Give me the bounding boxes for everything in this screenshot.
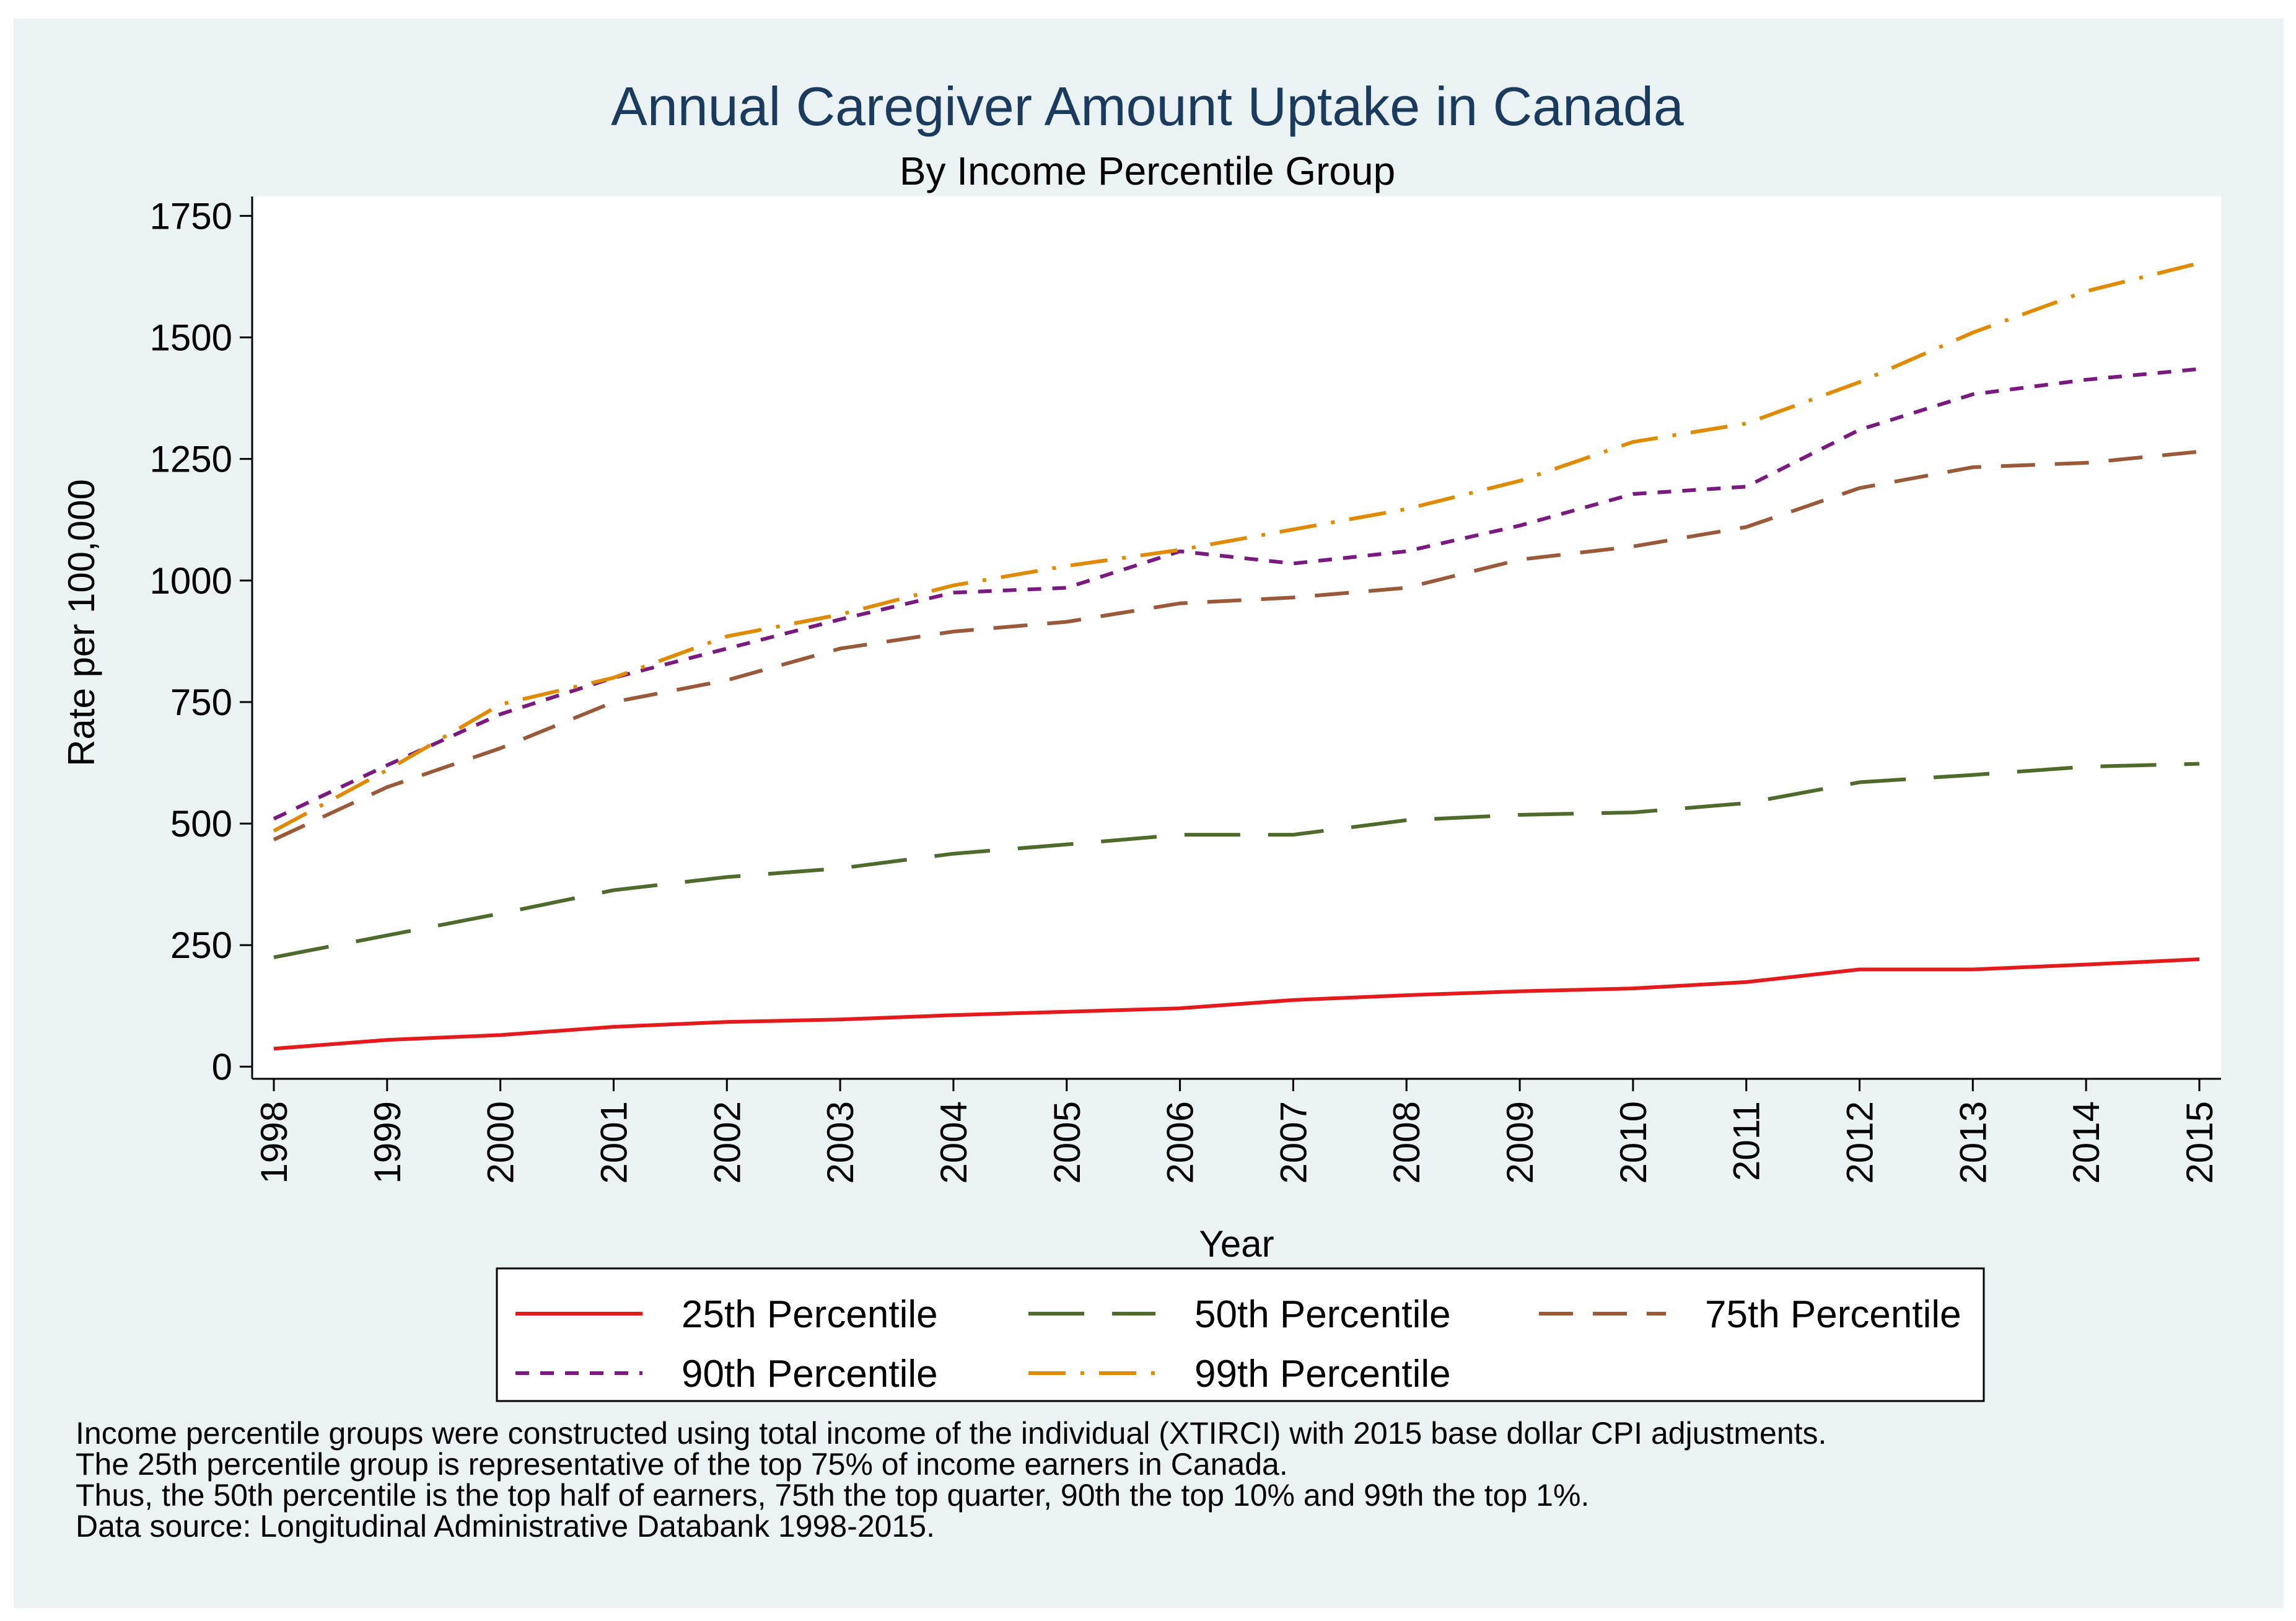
note-line-4: Data source: Longitudinal Administrative… — [76, 1509, 935, 1544]
x-tick-label: 2009 — [1499, 1101, 1541, 1184]
legend: 25th Percentile 50th Percentile 75th Perce… — [515, 1293, 1961, 1395]
legend-label-5: 99th Percentile — [1194, 1353, 1451, 1395]
x-tick-label: 2005 — [1046, 1101, 1088, 1184]
y-tick-label: 1250 — [150, 439, 232, 480]
x-tick-label: 2003 — [820, 1101, 861, 1184]
line-chart: Annual Caregiver Amount Uptake in Canada… — [61, 76, 2221, 1544]
x-tick-label: 2006 — [1160, 1101, 1201, 1184]
x-tick-label: 2012 — [1839, 1101, 1881, 1184]
x-tick-label: 2004 — [933, 1101, 975, 1184]
x-tick-label: 2000 — [480, 1101, 522, 1184]
series-lines — [273, 261, 2200, 1051]
series-line-5 — [273, 261, 2200, 833]
y-tick-label: 750 — [170, 682, 232, 723]
y-tick-label: 0 — [212, 1046, 232, 1087]
y-tick-label: 1500 — [150, 317, 232, 359]
legend-label-1: 25th Percentile — [681, 1293, 938, 1336]
notes: Income percentile groups were constructe… — [76, 1416, 1826, 1544]
plot-area — [252, 196, 2221, 1079]
x-tick-label: 1999 — [367, 1101, 408, 1184]
x-tick-label: 1998 — [253, 1101, 295, 1184]
y-axis-label: Rate per 100,000 — [61, 479, 102, 767]
y-tick-label: 500 — [170, 803, 232, 845]
y-tick-label: 250 — [170, 925, 232, 966]
x-tick-label: 2001 — [593, 1101, 634, 1184]
x-tick-label: 2008 — [1386, 1101, 1427, 1184]
legend-label-4: 90th Percentile — [681, 1353, 938, 1395]
x-tick-label: 2010 — [1613, 1101, 1654, 1184]
chart-frame: Annual Caregiver Amount Uptake in Canada… — [14, 19, 2284, 1608]
chart-subtitle: By Income Percentile Group — [900, 149, 1395, 193]
x-tick-label: 2011 — [1726, 1101, 1768, 1181]
legend-label-3: 75th Percentile — [1705, 1293, 1961, 1336]
series-line-1 — [273, 957, 2200, 1051]
series-line-2 — [273, 762, 2200, 959]
axes: 0 250 500 750 1000 1250 1500 1750 1998 1999 2000 20… — [150, 195, 2221, 1184]
y-tick-label: 1000 — [150, 560, 232, 602]
note-line-2: The 25th percentile group is representat… — [76, 1447, 1288, 1482]
x-tick-label: 2007 — [1273, 1101, 1314, 1184]
legend-box — [496, 1267, 1985, 1402]
series-line-3 — [273, 449, 2200, 841]
note-line-3: Thus, the 50th percentile is the top hal… — [76, 1478, 1589, 1513]
x-axis-label: Year — [1199, 1223, 1274, 1265]
legend-label-2: 50th Percentile — [1194, 1293, 1451, 1336]
y-tick-label: 1750 — [150, 195, 232, 237]
x-tick-label: 2014 — [2066, 1101, 2107, 1184]
x-tick-label: 2015 — [2179, 1101, 2220, 1184]
note-line-1: Income percentile groups were constructe… — [76, 1416, 1826, 1451]
chart-title: Annual Caregiver Amount Uptake in Canada — [611, 76, 1684, 137]
x-tick-label: 2013 — [1952, 1101, 1994, 1184]
x-tick-label: 2002 — [706, 1101, 748, 1184]
